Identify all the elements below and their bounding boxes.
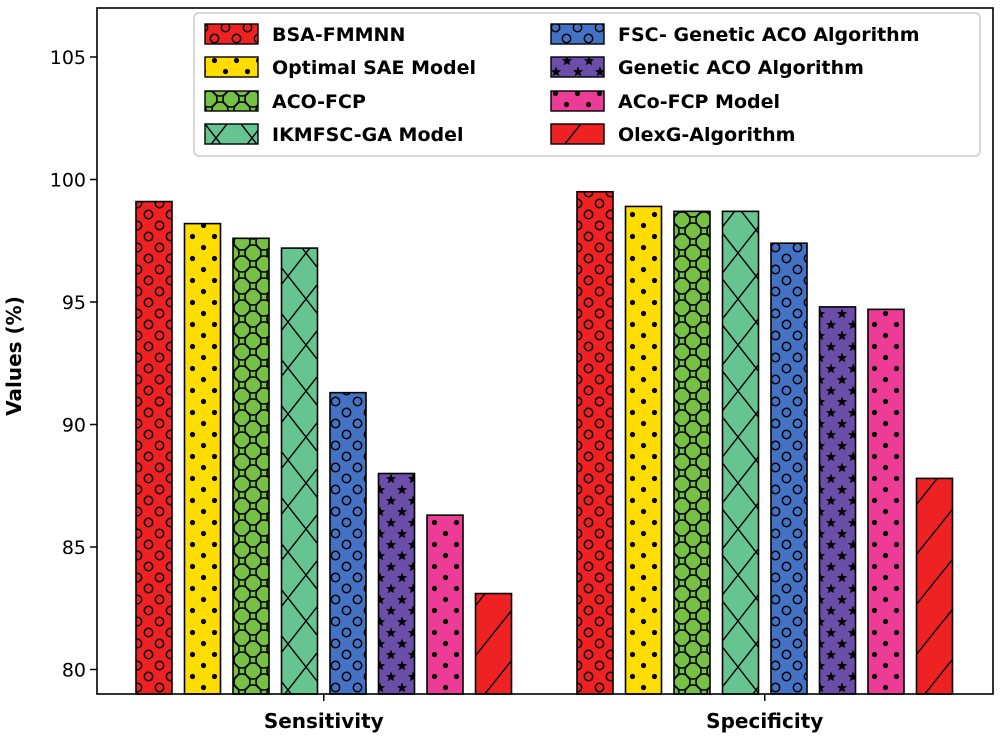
bar-genetic-aco-algorithm-specificity-hatch [818,306,857,695]
legend-swatch-bsa-fmmnn-hatch [204,23,259,45]
legend-label-fsc-genetic-aco-algorithm: FSC- Genetic ACO Algorithm [618,24,920,46]
bar-optimal-sae-model-specificity-hatch [624,205,663,695]
bar-aco-fcp-model-specificity-hatch [867,308,905,695]
bar-olexg-algorithm-sensitivity-hatch [474,592,513,695]
legend-swatch-optimal-sae-model-hatch [204,56,259,78]
legend-swatch-genetic-aco-algorithm-hatch [550,56,605,78]
bar-fsc-genetic-aco-algorithm-sensitivity-hatch [329,391,367,695]
y-tick-label-95: 95 [62,292,86,314]
bar-optimal-sae-model-sensitivity-hatch [183,222,222,695]
y-tick-label-90: 90 [62,415,86,437]
legend-label-aco-fcp-model: ACo-FCP Model [618,91,780,113]
plot-frame [96,7,994,695]
legend-swatch-aco-fcp-model-hatch [550,90,605,112]
legend-swatch-aco-fcp-hatch [204,90,259,112]
y-tick-label-105: 105 [50,47,86,69]
y-tick-label-85: 85 [62,537,86,559]
legend: BSA-FMMNN Optimal SAE Model ACO-FCP IKMFSC-… [193,12,981,157]
bar-olexg-algorithm-specificity-hatch [915,477,954,695]
bar-ikmfsc-ga-model-sensitivity-hatch [280,247,319,695]
y-tick-label-100: 100 [50,170,86,192]
bar-bsa-fmmnn-sensitivity-hatch [135,200,173,695]
bar-bsa-fmmnn-specificity-hatch [576,190,614,695]
legend-swatch-fsc-genetic-aco-algorithm-hatch [550,23,605,45]
legend-label-genetic-aco-algorithm: Genetic ACO Algorithm [618,57,864,79]
legend-label-olexg-algorithm: OlexG-Algorithm [618,124,795,146]
bar-fsc-genetic-aco-algorithm-specificity-hatch [770,242,808,695]
legend-swatch-ikmfsc-ga-model-hatch [204,123,259,145]
legend-swatch-olexg-algorithm-hatch [550,123,605,145]
x-tick-label-sensitivity: Sensitivity [264,709,384,733]
legend-label-optimal-sae-model: Optimal SAE Model [272,57,476,79]
legend-label-ikmfsc-ga-model: IKMFSC-GA Model [272,124,464,146]
legend-box [193,12,981,157]
y-tick-label-80: 80 [62,660,86,682]
bar-aco-fcp-specificity-hatch [673,210,711,695]
bar-aco-fcp-sensitivity-hatch [232,237,270,695]
bar-aco-fcp-model-sensitivity-hatch [426,514,464,695]
legend-label-bsa-fmmnn: BSA-FMMNN [272,24,405,46]
bar-ikmfsc-ga-model-specificity-hatch [721,210,760,695]
legend-label-aco-fcp: ACO-FCP [272,91,366,113]
y-axis-title: Values (%) [2,296,26,416]
bars-layer [135,190,954,695]
bar-genetic-aco-algorithm-sensitivity-hatch [377,472,416,695]
x-tick-label-specificity: Specificity [706,709,823,733]
axes-layer: 80 85 90 95 100 105 Sensitivity Specificity Valu… [2,7,994,733]
